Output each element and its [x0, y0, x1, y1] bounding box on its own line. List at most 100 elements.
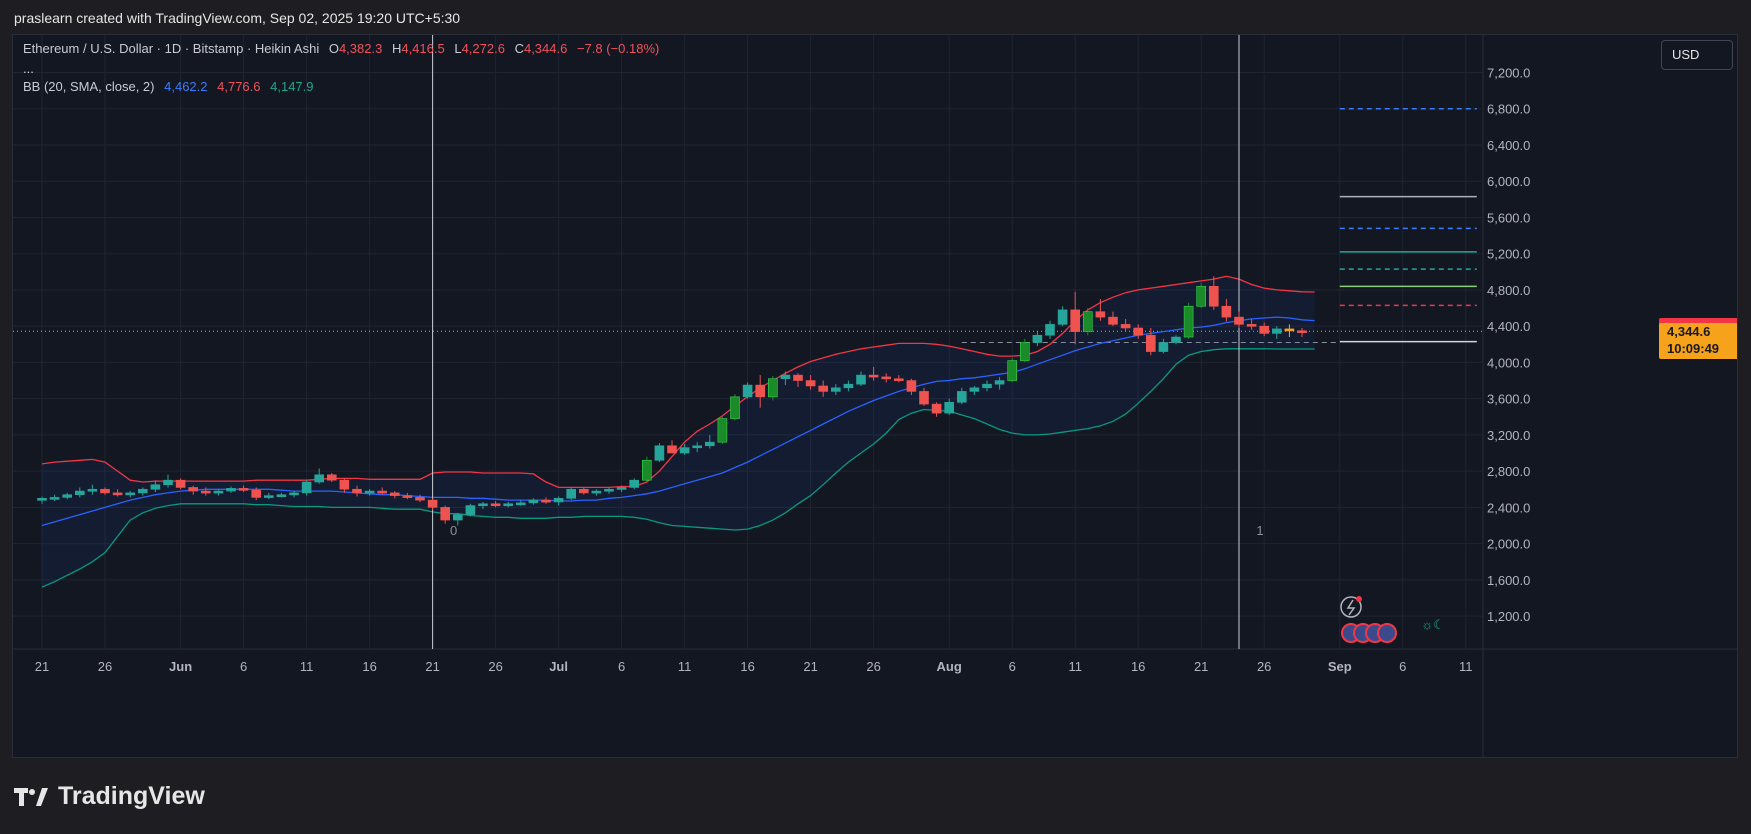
candle-body — [62, 494, 73, 498]
candle-body — [352, 488, 362, 494]
candle-body — [37, 498, 47, 501]
y-tick-label: 4,800.0 — [1487, 283, 1530, 298]
notification-dot-icon — [1356, 596, 1362, 602]
low-value: 4,272.6 — [461, 41, 505, 56]
x-tick-label: Jul — [549, 659, 568, 674]
candle-body — [1272, 328, 1282, 334]
candle-body — [138, 488, 148, 494]
bb-legend[interactable]: BB (20, SMA, close, 2) 4,462.2 4,776.6 4… — [23, 79, 314, 94]
last-price-value: 4,344.6 — [1667, 324, 1711, 340]
candle-body — [1057, 309, 1068, 325]
candle-body — [679, 447, 690, 454]
x-tick-label: 6 — [1399, 659, 1406, 674]
candle-body — [1234, 316, 1244, 325]
candle-body — [654, 445, 665, 461]
candle-body — [742, 384, 753, 398]
candle-body — [314, 474, 325, 483]
candle-body — [427, 499, 438, 508]
candle-body — [528, 499, 539, 504]
candle-body — [956, 391, 967, 403]
candle-body — [238, 488, 249, 491]
y-tick-label: 5,200.0 — [1487, 247, 1530, 262]
candle-body — [1209, 286, 1219, 307]
bb-basis-value: 4,462.2 — [164, 79, 208, 94]
bb-upper-value: 4,776.6 — [217, 79, 261, 94]
candle-body — [1259, 325, 1269, 334]
candle-body — [201, 490, 211, 494]
lightning-bolt-icon — [1346, 599, 1356, 616]
candle-body — [1284, 328, 1295, 332]
symbol-legend[interactable]: Ethereum / U.S. Dollar · 1D · Bitstamp ·… — [23, 41, 659, 56]
y-tick-label: 6,400.0 — [1487, 138, 1530, 153]
x-tick-label: 6 — [618, 659, 625, 674]
change-value: −7.8 (−0.18%) — [576, 41, 660, 56]
lightning-icon — [1340, 596, 1362, 618]
candle-body — [1007, 360, 1018, 381]
high-label: H — [391, 41, 402, 56]
candle-body — [692, 445, 703, 449]
vertical-marker-label: 1 — [1256, 523, 1263, 538]
y-tick-label: 2,000.0 — [1487, 537, 1530, 552]
bb-lower-line — [41, 348, 1315, 588]
candle-body — [264, 495, 274, 498]
x-tick-label: 21 — [1194, 659, 1208, 674]
legend-more-button[interactable]: ... — [23, 61, 34, 76]
candle-body — [125, 492, 135, 496]
x-tick-label: 26 — [1257, 659, 1271, 674]
x-tick-label: 26 — [98, 659, 112, 674]
open-label: O — [328, 41, 339, 56]
candle-body — [389, 492, 400, 496]
candle-body — [629, 479, 640, 488]
x-tick-label: 21 — [425, 659, 439, 674]
x-tick-label: 11 — [1459, 659, 1473, 674]
candle-body — [364, 490, 375, 494]
candle-body — [1019, 342, 1030, 361]
candle-body — [730, 396, 740, 419]
candle-body — [1196, 286, 1206, 307]
candle-body — [490, 503, 501, 507]
candle-body — [906, 380, 917, 392]
candle-body — [616, 487, 627, 490]
y-tick-label: 6,000.0 — [1487, 174, 1530, 189]
symbol-name: Ethereum / U.S. Dollar · 1D · Bitstamp ·… — [23, 41, 320, 56]
candle-body — [251, 489, 261, 498]
candle-body — [465, 505, 476, 515]
candle-body — [1032, 334, 1043, 343]
bb-basis-line — [41, 316, 1315, 527]
chart-caption: praslearn created with TradingView.com, … — [14, 10, 461, 26]
candle-body — [591, 490, 602, 494]
candle-body — [289, 492, 299, 496]
candle-body — [881, 376, 892, 380]
candle-body — [1083, 311, 1093, 332]
currency-button[interactable]: USD — [1661, 40, 1733, 70]
event-icons: ☼☾ — [1340, 596, 1445, 643]
candle-body — [440, 507, 451, 521]
sun-moon-icon: ☼☾ — [1421, 617, 1445, 632]
candle-body — [1183, 305, 1194, 338]
candle-body — [150, 484, 161, 490]
candle-body — [1158, 342, 1169, 352]
x-tick-label: 21 — [35, 659, 49, 674]
last-price-tag: 4,344.6 10:09:49 — [1659, 323, 1737, 360]
x-tick-label: 26 — [866, 659, 880, 674]
candle-body — [982, 383, 992, 389]
candle-body — [856, 374, 866, 385]
candle-body — [415, 497, 425, 501]
candle-body — [604, 488, 614, 492]
y-tick-label: 2,400.0 — [1487, 500, 1530, 515]
candle-body — [213, 490, 224, 494]
tradingview-logo[interactable]: TradingView — [14, 782, 205, 811]
candle-body — [541, 499, 551, 503]
candle-body — [755, 384, 766, 398]
candle-body — [1133, 327, 1143, 336]
candle-body — [478, 503, 488, 507]
high-value: 4,416.5 — [401, 41, 445, 56]
x-tick-label: 11 — [678, 659, 692, 674]
candle-body — [553, 498, 564, 503]
candle-body — [969, 387, 980, 392]
bb-lower-value: 4,147.9 — [270, 79, 314, 94]
bollinger-bands — [41, 275, 1315, 588]
